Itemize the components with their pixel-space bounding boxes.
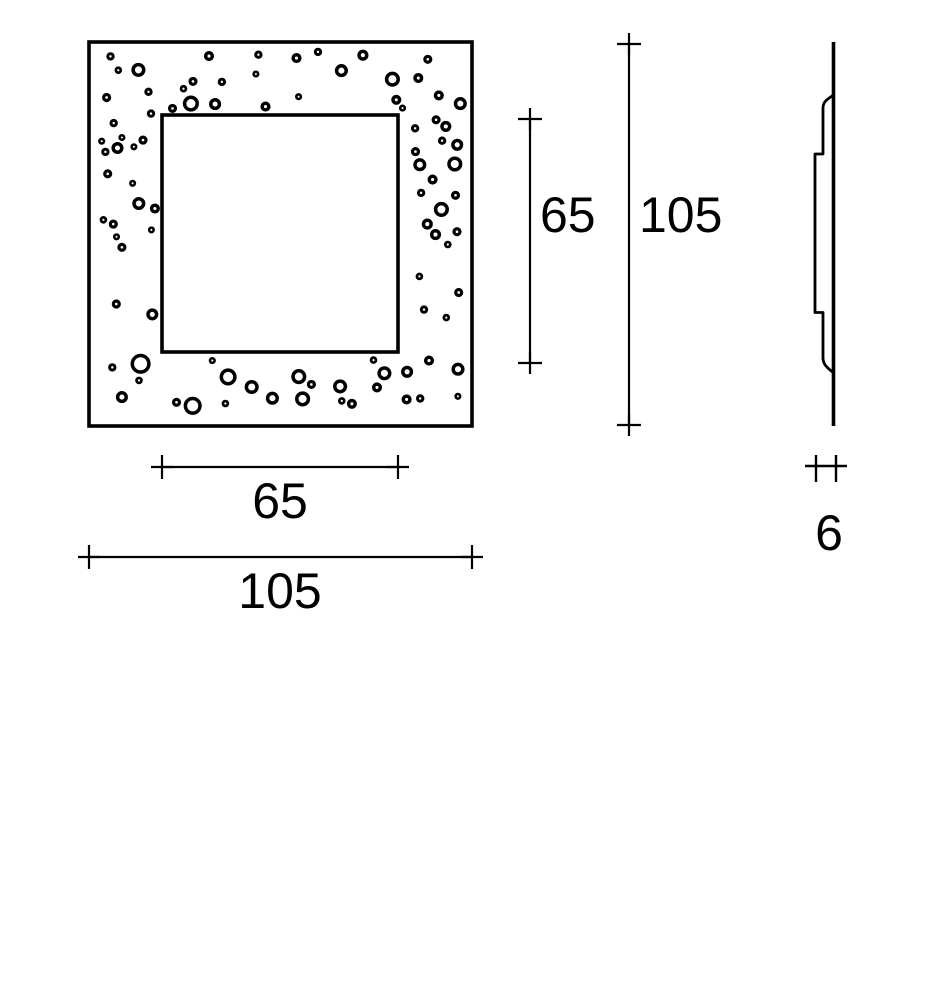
svg-text:105: 105: [238, 563, 321, 619]
svg-text:105: 105: [639, 187, 722, 243]
svg-text:6: 6: [815, 505, 843, 561]
svg-text:65: 65: [540, 187, 596, 243]
svg-text:65: 65: [252, 473, 308, 529]
